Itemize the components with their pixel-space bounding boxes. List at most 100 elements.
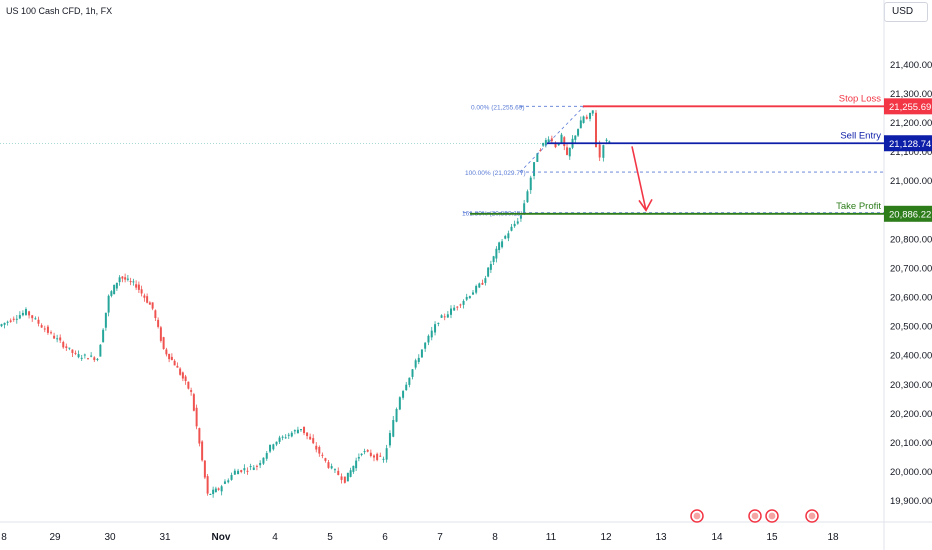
candle-body: [249, 466, 252, 468]
y-tick-label: 20,000.00: [890, 467, 932, 478]
candle-body: [37, 319, 40, 324]
candle-body: [129, 281, 132, 283]
y-tick-label: 20,400.00: [890, 351, 932, 362]
candle-body: [303, 426, 306, 434]
x-tick-label: 8: [1, 532, 7, 543]
candle-body: [278, 437, 281, 442]
candle-body: [102, 329, 105, 343]
candle-body: [595, 112, 597, 148]
level-name-label: Stop Loss: [839, 93, 881, 104]
candle-body: [516, 221, 519, 224]
x-tick-label: 31: [159, 532, 171, 543]
candle-body: [352, 465, 355, 472]
y-tick-label: 21,100.00: [890, 147, 932, 158]
candle-body: [220, 486, 223, 492]
candle-body: [582, 116, 585, 123]
candle-body: [414, 360, 417, 368]
candle-body: [223, 481, 226, 484]
y-tick-label: 20,800.00: [890, 234, 932, 245]
candle-body: [201, 441, 204, 461]
candle-body: [585, 116, 588, 119]
candle-body: [519, 215, 522, 219]
candle-body: [330, 466, 333, 469]
candle-body: [498, 242, 501, 251]
candle-body: [227, 480, 230, 483]
x-tick-label: 18: [827, 532, 839, 543]
candle-body: [265, 453, 268, 459]
candle-body: [453, 307, 456, 311]
candle-body: [337, 470, 340, 476]
candle-body: [459, 304, 462, 306]
candle-body: [408, 377, 411, 385]
y-tick-label: 20,700.00: [890, 263, 932, 274]
level-name-label: Sell Entry: [840, 130, 881, 141]
x-tick-label: 5: [327, 532, 333, 543]
candle-body: [481, 282, 484, 285]
candle-body: [198, 428, 201, 444]
candle-body: [411, 369, 414, 377]
candle-body: [309, 436, 312, 440]
y-tick-label: 20,300.00: [890, 380, 932, 391]
candle-body: [255, 465, 258, 467]
y-tick-label: 20,600.00: [890, 293, 932, 304]
candle-body: [405, 384, 408, 391]
candle-body: [366, 449, 369, 452]
sell-arrow-head: [638, 198, 653, 212]
candle-body: [465, 296, 468, 300]
y-tick-label: 19,900.00: [890, 496, 932, 507]
candle-body: [385, 448, 388, 460]
x-tick-label: 15: [766, 532, 778, 543]
x-tick-label: 12: [600, 532, 612, 543]
candle-body: [146, 296, 149, 303]
candle-body: [373, 455, 375, 458]
candle-body: [159, 327, 162, 341]
candle-body: [87, 358, 89, 360]
candle-body: [340, 476, 343, 480]
y-tick-label: 20,200.00: [890, 409, 932, 420]
candle-body: [80, 357, 83, 359]
candle-body: [542, 142, 545, 146]
y-tick-label: 21,000.00: [890, 176, 932, 187]
candle-body: [126, 278, 129, 280]
candle-body: [472, 292, 474, 295]
us-event-icon-inner: [693, 512, 701, 520]
candle-body: [598, 144, 601, 158]
candle-body: [162, 337, 165, 350]
candle-body: [124, 277, 127, 280]
candle-body: [443, 316, 446, 318]
candle-body: [290, 432, 293, 437]
candle-body: [135, 284, 138, 288]
us-event-icon-inner: [751, 512, 759, 520]
candle-body: [3, 322, 6, 325]
candle-body: [287, 434, 290, 436]
candle-body: [510, 226, 513, 231]
candle-body: [115, 282, 118, 289]
candle-body: [269, 444, 272, 452]
candle-body: [9, 320, 12, 322]
candle-body: [492, 256, 495, 263]
fib-level-label: 0.00% (21,255.69): [471, 104, 524, 111]
candle-body: [170, 356, 173, 361]
candle-body: [327, 462, 330, 468]
candle-body: [281, 436, 284, 438]
price-labels: Stop Loss 21,255.69 Sell Entry 21,128.74 Tak…: [836, 93, 932, 222]
candle-body: [424, 342, 427, 349]
candle-body: [533, 162, 536, 176]
candle-body: [299, 429, 302, 431]
level-price-text: 21,255.69: [889, 102, 931, 113]
candle-body: [437, 322, 440, 324]
candle-body: [568, 147, 571, 157]
candle-body: [523, 203, 526, 214]
x-tick-label: 8: [492, 532, 498, 543]
interval-label: 1h: [85, 6, 96, 16]
candle-body: [240, 470, 243, 472]
candle-body: [6, 321, 9, 323]
candle-body: [475, 285, 478, 293]
candle-body: [357, 457, 360, 459]
candle-body: [388, 433, 391, 446]
x-tick-label: 13: [655, 532, 667, 543]
candle-body: [324, 458, 327, 461]
candle-body: [243, 468, 246, 471]
